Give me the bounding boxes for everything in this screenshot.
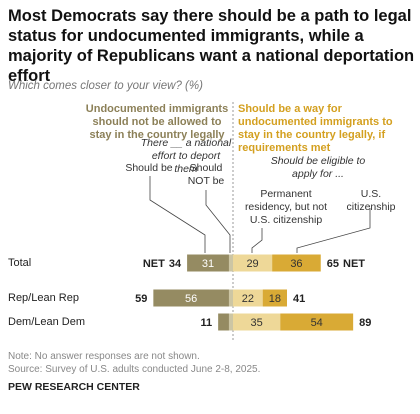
net-value: 34 xyxy=(169,258,182,270)
value-label: 18 xyxy=(269,293,281,305)
leader-line xyxy=(251,228,263,253)
value-label: 31 xyxy=(202,258,214,270)
chart-title: Most Democrats say there should be a pat… xyxy=(8,7,415,85)
value-label: 35 xyxy=(251,317,263,329)
note: Source: Survey of U.S. adults conducted … xyxy=(8,364,261,375)
net-label: NET xyxy=(343,258,365,270)
right-header: Should be a way for undocumented immigra… xyxy=(238,103,393,154)
bar xyxy=(228,254,233,272)
net-value: 89 xyxy=(359,317,371,329)
leader-line xyxy=(205,190,231,253)
value-label: 56 xyxy=(185,293,197,305)
net-value: 59 xyxy=(135,293,147,305)
bar xyxy=(233,289,263,307)
legend-label: Should be xyxy=(125,162,173,174)
leader-line xyxy=(149,176,206,253)
legend-label: Should NOT be xyxy=(187,162,225,187)
legend-label: Permanent residency, but not U.S. citize… xyxy=(244,188,328,226)
bar xyxy=(262,289,287,307)
bar xyxy=(228,313,233,331)
bar xyxy=(233,254,273,272)
value-label: 22 xyxy=(242,293,254,305)
bar xyxy=(280,313,354,331)
value-label: 36 xyxy=(290,258,302,270)
note: Note: No answer responses are not shown. xyxy=(8,351,200,362)
row-label: Total xyxy=(8,257,31,269)
bar xyxy=(218,313,229,331)
value-label: 54 xyxy=(311,317,323,329)
bar xyxy=(228,289,233,307)
subtitle: Which comes closer to your view? (%) xyxy=(8,80,203,92)
legend-label: U.S. citizenship xyxy=(346,188,396,213)
right-question: Should be eligible to apply for ... xyxy=(270,155,366,180)
net-value: 65 xyxy=(327,258,339,270)
bar xyxy=(187,254,229,272)
net-value: 41 xyxy=(293,293,305,305)
row-label: Rep/Lean Rep xyxy=(8,292,79,304)
left-question: There __ a national effort to deport the… xyxy=(140,137,232,175)
value-label: 29 xyxy=(246,258,258,270)
leader-line xyxy=(296,208,371,253)
bar xyxy=(153,289,229,307)
bar xyxy=(272,254,321,272)
left-header: Undocumented immigrants should not be al… xyxy=(85,103,229,141)
bar xyxy=(233,313,281,331)
net-label: NET xyxy=(143,258,165,270)
source: PEW RESEARCH CENTER xyxy=(8,381,140,393)
net-value: 11 xyxy=(201,317,213,329)
row-label: Dem/Lean Dem xyxy=(8,316,85,328)
